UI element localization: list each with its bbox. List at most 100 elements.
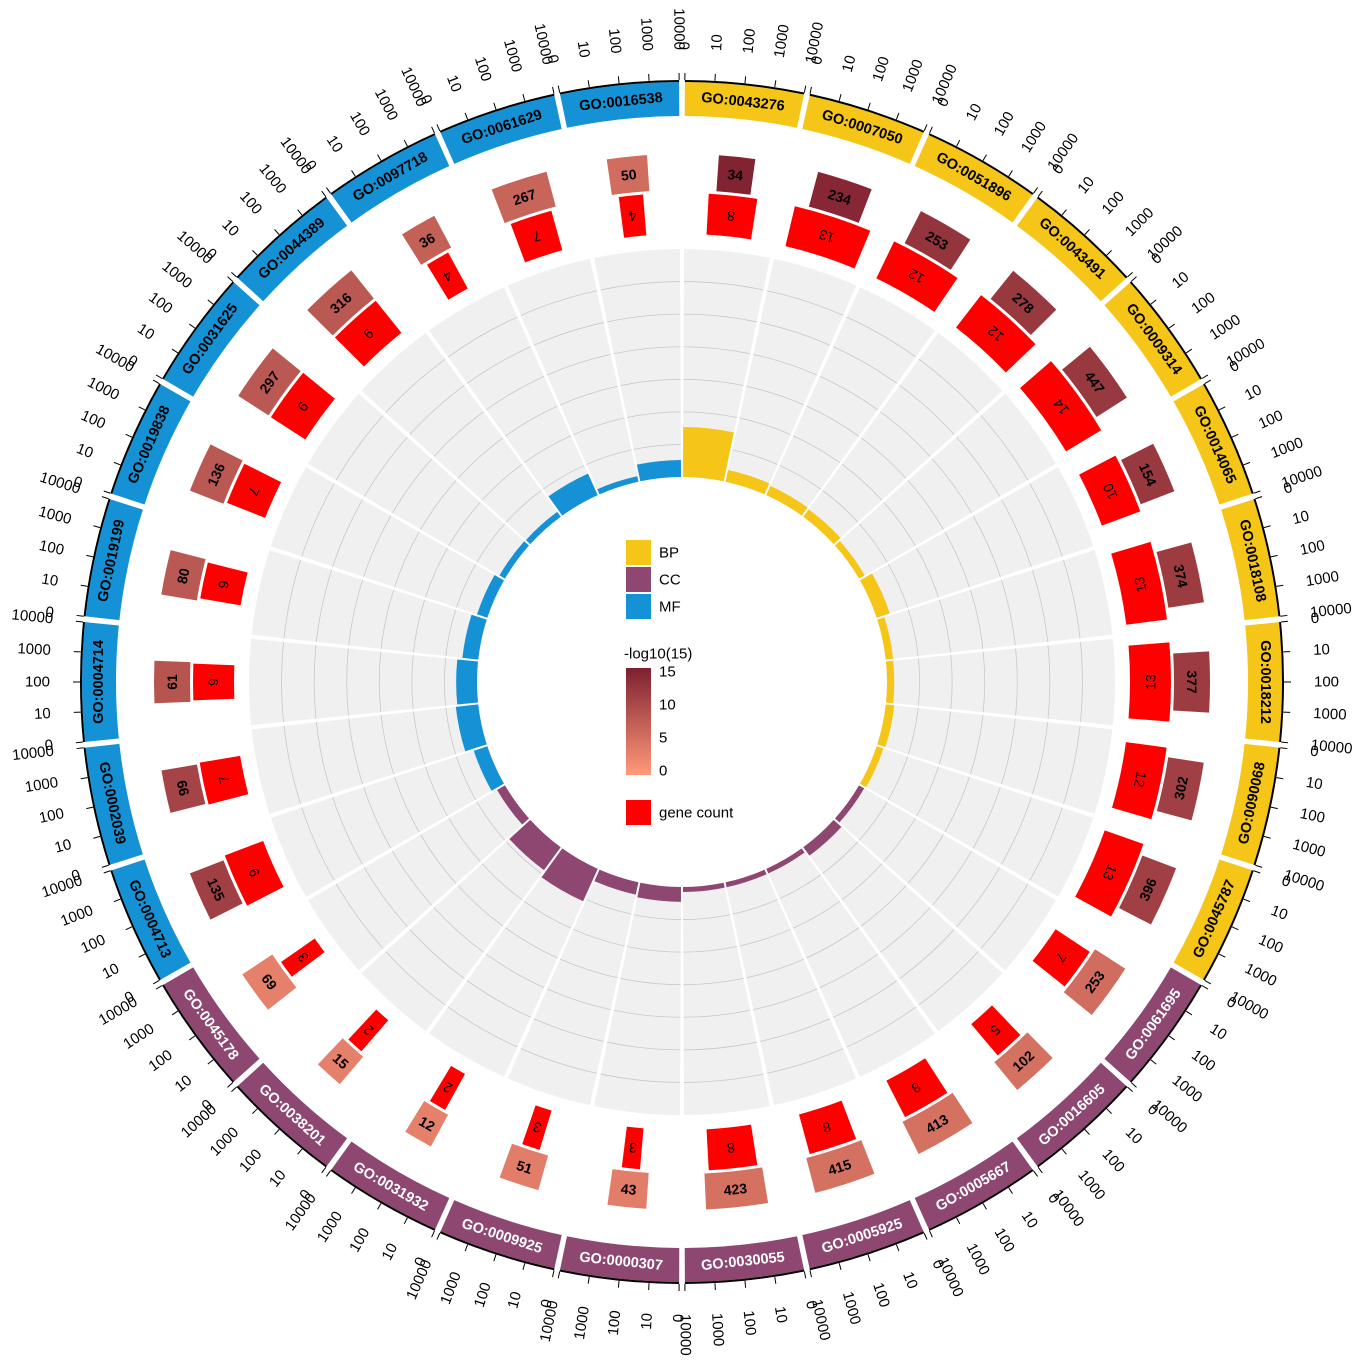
scale-tick-label: 100 <box>78 931 108 957</box>
scale-tick <box>377 1203 382 1210</box>
scale-tick-label: 10 <box>134 320 157 343</box>
scale-tick <box>80 584 88 587</box>
rich-factor-bars <box>455 427 895 902</box>
grid-line <box>444 658 447 706</box>
scale-tick-label: 1000 <box>500 37 525 74</box>
scale-tick <box>1033 1170 1038 1177</box>
go-term-axis <box>928 1169 1034 1231</box>
scale-tick-label: 100 <box>78 407 108 433</box>
scale-tick <box>86 806 94 810</box>
scale-tick-label: 1000 <box>1313 705 1347 724</box>
go-term-segment <box>238 1062 348 1166</box>
scale-tick <box>189 323 196 329</box>
scale-tick <box>895 1244 900 1252</box>
grid-line <box>683 281 764 291</box>
scale-tick-label: 100 <box>236 1146 265 1176</box>
gene-count-bar <box>1079 455 1141 526</box>
go-term-axis <box>439 1231 555 1271</box>
scale-tick <box>838 1262 842 1270</box>
grid-line <box>841 463 883 501</box>
grid-sector <box>507 869 639 1106</box>
scale-tick <box>103 490 111 494</box>
gene-count-label: 8 <box>726 208 736 225</box>
background-gene-box <box>1062 346 1127 418</box>
grid-line <box>363 867 408 928</box>
gene-count-bar <box>510 210 563 263</box>
background-gene-box <box>405 1101 449 1147</box>
grid-line <box>880 907 931 953</box>
background-gene-box <box>1119 855 1177 925</box>
grid-line <box>413 599 426 653</box>
go-term-axis <box>236 1085 327 1168</box>
scale-tick <box>803 85 807 93</box>
go-term-segment <box>1221 743 1279 865</box>
grid-line <box>792 435 840 464</box>
grid-line <box>485 953 545 989</box>
scale-tick-label: 1000 <box>371 86 401 123</box>
scale-tick <box>351 170 356 177</box>
background-gene-label: 302 <box>1171 775 1192 801</box>
go-term-segment <box>440 95 562 164</box>
grid-line <box>683 1009 751 1018</box>
scale-tick-label: 10 <box>443 73 465 95</box>
rich-factor-bar <box>525 511 561 545</box>
grid-line <box>546 988 611 1011</box>
grid-line <box>918 951 979 1006</box>
gene-count-bar <box>522 1105 552 1150</box>
grid-line <box>560 958 618 979</box>
grid-line <box>283 725 301 805</box>
grid-sector <box>725 258 857 495</box>
rich-factor-bar <box>455 704 487 752</box>
gene-count-label: 6 <box>215 579 232 590</box>
grid-sector <box>682 882 770 1115</box>
grid-line <box>346 648 349 716</box>
scale-tick <box>152 980 160 985</box>
grid-line <box>332 797 363 865</box>
go-term-axis <box>559 1269 680 1284</box>
grid-line <box>413 711 426 765</box>
scale-tick <box>803 1271 807 1279</box>
scale-tick <box>274 229 280 235</box>
background-gene-box <box>606 155 650 196</box>
background-gene-box <box>902 1092 973 1154</box>
background-gene-label: 267 <box>511 186 538 209</box>
go-term-segment <box>238 198 348 302</box>
grid-line <box>683 411 737 418</box>
scale-tick <box>1127 1086 1133 1093</box>
background-gene-box <box>1156 757 1204 821</box>
scale-tick <box>138 406 146 411</box>
grid-line <box>385 358 446 413</box>
scale-tick <box>982 154 987 161</box>
grid-line <box>899 929 955 979</box>
scale-tick <box>80 777 88 780</box>
grid-line <box>883 501 916 547</box>
grid-line <box>767 290 844 316</box>
scale-tick-label: 1000 <box>37 503 74 528</box>
grid-line <box>938 711 951 765</box>
grid-line <box>982 651 986 713</box>
go-term-segment <box>81 622 119 742</box>
legend-label-bp: BP <box>659 545 679 562</box>
grid-line <box>633 914 681 920</box>
scale-tick <box>617 76 620 84</box>
grid-line <box>315 569 332 642</box>
rich-factor-bar <box>548 473 598 516</box>
scale-tick <box>1168 1035 1175 1041</box>
rich-factor-bar <box>682 427 734 482</box>
background-gene-box <box>1063 949 1126 1015</box>
scale-tick-label: 100 <box>1188 289 1218 317</box>
scale-tick <box>809 86 812 94</box>
scale-tick <box>103 870 111 874</box>
grid-line <box>822 841 859 874</box>
scale-tick-label: 100 <box>145 289 175 317</box>
grid-line <box>315 722 332 795</box>
grid-line <box>301 483 335 557</box>
scale-tick <box>125 926 133 931</box>
go-term-segment <box>684 1236 804 1282</box>
scale-tick <box>552 86 555 94</box>
background-gene-box <box>242 954 297 1010</box>
grid-line <box>746 958 804 979</box>
gene-count-bar <box>706 193 758 240</box>
gene-count-bar <box>1128 642 1172 722</box>
